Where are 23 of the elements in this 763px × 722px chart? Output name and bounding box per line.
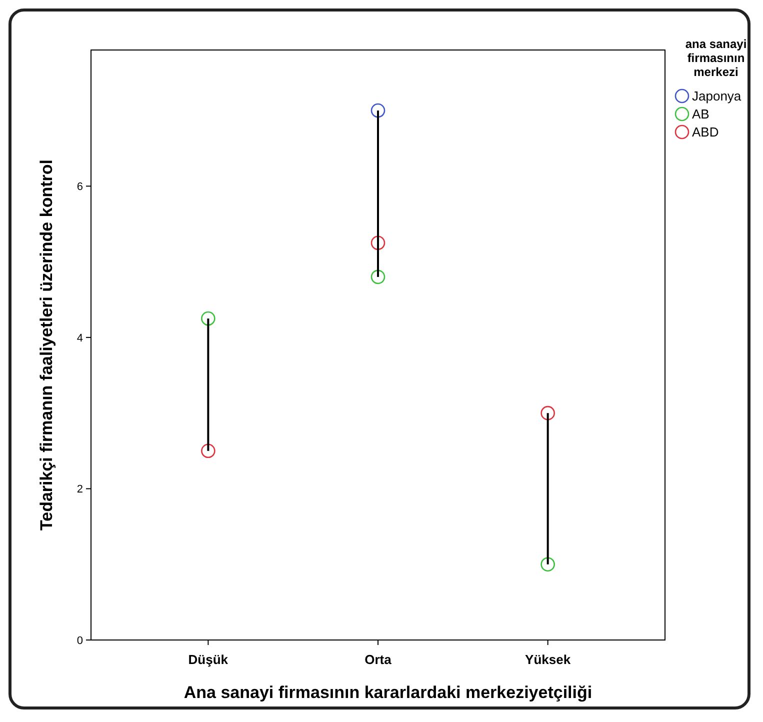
- y-tick-label: 6: [76, 181, 83, 194]
- legend-label: Japonya: [692, 88, 742, 104]
- point: [201, 444, 216, 458]
- point: [540, 406, 555, 420]
- legend-label: AB: [692, 106, 710, 122]
- x-tick-label: Orta: [364, 652, 392, 667]
- point: [370, 103, 386, 118]
- point: [370, 236, 386, 250]
- bar: [207, 318, 210, 451]
- y-tick-label: 2: [76, 484, 83, 496]
- point: [370, 270, 386, 284]
- x-axis-title: Ana sanayi firmasının kararlardaki merkeziyetçiliği: [184, 683, 592, 702]
- legend-title: ana sanayi firmasının merkezi: [685, 37, 747, 79]
- point: [201, 311, 216, 326]
- y-tick-label: 4: [76, 332, 83, 344]
- bar: [377, 110, 379, 277]
- y-axis-title: Tedarikçi firmanın faaliyetleri üzerinde kontrol: [37, 160, 56, 530]
- legend-label: ABD: [692, 124, 719, 140]
- point: [540, 557, 555, 572]
- y-tick-label: 0: [76, 634, 83, 647]
- x-tick-label: Düşük: [188, 652, 229, 667]
- x-tick-label: Yüksek: [525, 652, 572, 667]
- bar: [546, 413, 549, 564]
